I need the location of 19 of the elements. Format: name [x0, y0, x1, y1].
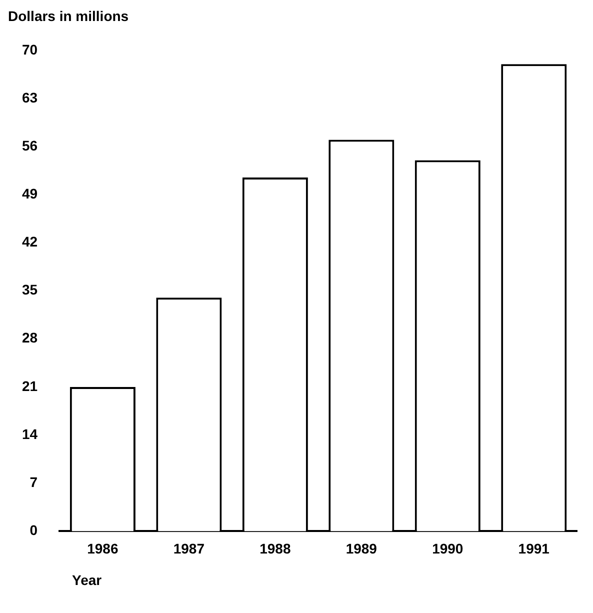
- y-tick-label: 14: [22, 426, 38, 442]
- x-tick-label: 1987: [173, 540, 205, 556]
- x-tick-label: 1989: [346, 540, 378, 556]
- x-tick-label: 1990: [432, 540, 464, 556]
- x-axis-title: Year: [72, 572, 103, 588]
- x-tick-label: 1986: [87, 540, 118, 556]
- x-tick-label: 1988: [260, 540, 291, 556]
- y-tick-label: 49: [22, 186, 38, 202]
- y-axis-title: Dollars in millions: [8, 8, 130, 24]
- y-tick-label: 70: [22, 41, 38, 58]
- y-tick-label: 56: [22, 137, 38, 154]
- y-tick-label: 42: [22, 234, 38, 250]
- y-tick-label: 63: [22, 89, 38, 106]
- y-tick-label: 28: [22, 330, 38, 346]
- x-tick-label: 1991: [518, 540, 550, 556]
- y-tick-label: 7: [30, 474, 38, 490]
- y-tick-label: 35: [22, 282, 38, 298]
- y-tick-label: 21: [22, 378, 38, 394]
- y-tick-label: 0: [30, 522, 38, 538]
